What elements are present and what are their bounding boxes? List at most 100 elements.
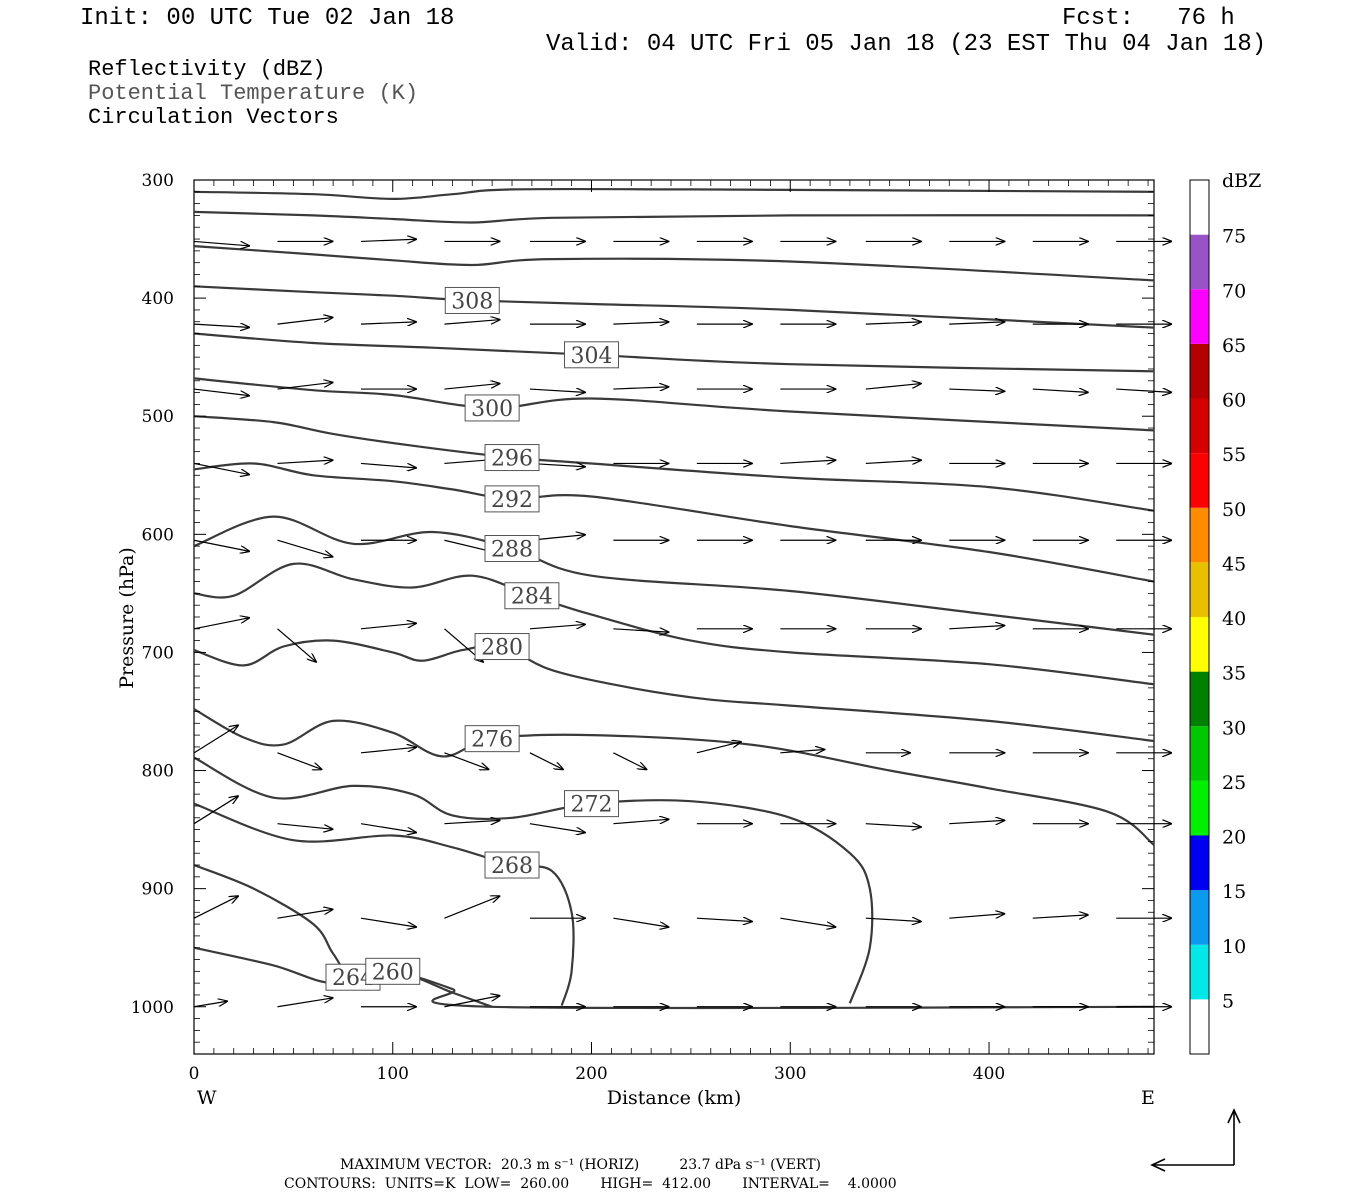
circulation-vector	[949, 322, 1004, 324]
colorbar-swatch	[1190, 726, 1209, 781]
circulation-vector	[865, 824, 921, 827]
circulation-vector	[949, 914, 1004, 919]
circulation-vector	[613, 752, 646, 770]
circulation-vector	[193, 796, 238, 825]
colorbar-level: 55	[1222, 444, 1246, 466]
east-label: E	[1141, 1087, 1155, 1109]
west-label: W	[197, 1087, 217, 1109]
circulation-vector	[193, 388, 249, 396]
contour-label: 272	[564, 790, 620, 818]
contour-label: 308	[444, 286, 500, 314]
circulation-vector	[949, 626, 1004, 629]
y-tick-label: 300	[142, 171, 174, 191]
forecast-hour: Fcst: 76 h	[1062, 5, 1235, 32]
circulation-vector	[277, 752, 321, 770]
circulation-vector	[529, 823, 585, 833]
circulation-vector	[529, 624, 585, 630]
circulation-vector	[444, 752, 488, 770]
circulation-vector	[277, 909, 332, 919]
circulation-vector	[613, 629, 668, 632]
colorbar-level: 50	[1222, 499, 1246, 521]
contour-label: 288	[484, 534, 540, 562]
circulation-vector	[865, 384, 921, 390]
theta-contour	[193, 562, 1155, 686]
max-vector-note: MAXIMUM VECTOR: 20.3 m s⁻¹ (HORIZ) 23.7 …	[340, 1157, 822, 1173]
theta-contour	[193, 515, 1155, 636]
contours-note: CONTOURS: UNITS=K LOW= 260.00 HIGH= 412.…	[284, 1176, 897, 1192]
theta-contour	[193, 708, 1155, 846]
circulation-vector	[949, 389, 1004, 391]
circulation-vector	[360, 823, 416, 833]
colorbar-swatch	[1190, 453, 1209, 508]
contour-label: 300	[464, 394, 520, 422]
valid-time: Valid: 04 UTC Fri 05 Jan 18 (23 EST Thu …	[546, 31, 1267, 58]
contour-label: 304	[564, 341, 620, 369]
circulation-vector	[360, 917, 416, 927]
theta-contour	[193, 285, 1155, 329]
x-tick-label: 200	[575, 1064, 607, 1084]
circulation-vector	[193, 618, 249, 630]
colorbar-level: 70	[1222, 280, 1246, 302]
colorbar-unit: dBZ	[1222, 170, 1261, 192]
circulation-vector	[193, 539, 249, 551]
y-tick-label: 600	[142, 525, 174, 545]
colorbar-swatch	[1190, 507, 1209, 563]
contour-label: 280	[474, 633, 530, 661]
theta-contour	[193, 377, 1155, 432]
theta-contour	[193, 332, 1155, 373]
contour-label: 296	[484, 444, 540, 472]
circulation-vector	[360, 322, 416, 324]
theta-contour	[193, 462, 1155, 583]
circulation-vector	[529, 389, 585, 392]
circulation-vector	[193, 1001, 227, 1008]
colorbar-swatch	[1190, 289, 1209, 344]
circulation-vector	[277, 998, 332, 1008]
svg-text:272: 272	[571, 793, 613, 818]
circulation-vector	[1032, 389, 1088, 392]
circulation-vector	[696, 918, 752, 921]
circulation-vector	[193, 240, 249, 245]
circulation-vector	[277, 317, 332, 325]
theta-contour	[193, 639, 1155, 743]
circulation-vector	[444, 820, 499, 823]
svg-text:288: 288	[491, 537, 533, 562]
circulation-vector	[1032, 915, 1088, 918]
circulation-vector	[277, 628, 316, 662]
y-tick-label: 800	[142, 762, 174, 782]
field-circulation-vectors: Circulation Vectors	[88, 105, 339, 130]
colorbar-level: 10	[1222, 936, 1246, 958]
circulation-vector	[613, 917, 668, 927]
field-potential-temperature: Potential Temperature (K)	[88, 81, 419, 106]
circulation-vector	[193, 725, 238, 754]
theta-contour	[193, 245, 1155, 282]
colorbar-level: 65	[1222, 335, 1246, 357]
circulation-vector	[360, 623, 416, 630]
svg-text:276: 276	[471, 728, 513, 753]
colorbar-swatch	[1190, 180, 1209, 235]
contour-label: 284	[504, 582, 560, 610]
circulation-vector	[780, 917, 835, 927]
y-tick-label: 700	[142, 643, 174, 663]
svg-text:304: 304	[571, 344, 613, 369]
circulation-vector	[360, 239, 416, 241]
x-axis-label: Distance (km)	[607, 1087, 742, 1109]
x-tick-label: 400	[973, 1064, 1005, 1084]
circulation-vector	[865, 322, 921, 324]
svg-text:280: 280	[481, 636, 523, 661]
circulation-vector	[444, 996, 499, 1008]
field-reflectivity: Reflectivity (dBZ)	[88, 57, 326, 82]
colorbar-level: 5	[1222, 990, 1234, 1012]
circulation-vector	[696, 742, 741, 754]
colorbar-level: 75	[1222, 226, 1246, 248]
circulation-vector	[949, 820, 1004, 823]
x-tick-label: 300	[774, 1064, 806, 1084]
colorbar-swatch	[1190, 944, 1209, 1000]
colorbar-level: 20	[1222, 827, 1246, 849]
circulation-vector	[277, 460, 332, 463]
colorbar-swatch	[1190, 343, 1209, 399]
circulation-vector	[193, 324, 249, 327]
contour-label: 276	[464, 725, 520, 753]
colorbar-level: 30	[1222, 717, 1246, 739]
colorbar-level: 25	[1222, 772, 1246, 794]
